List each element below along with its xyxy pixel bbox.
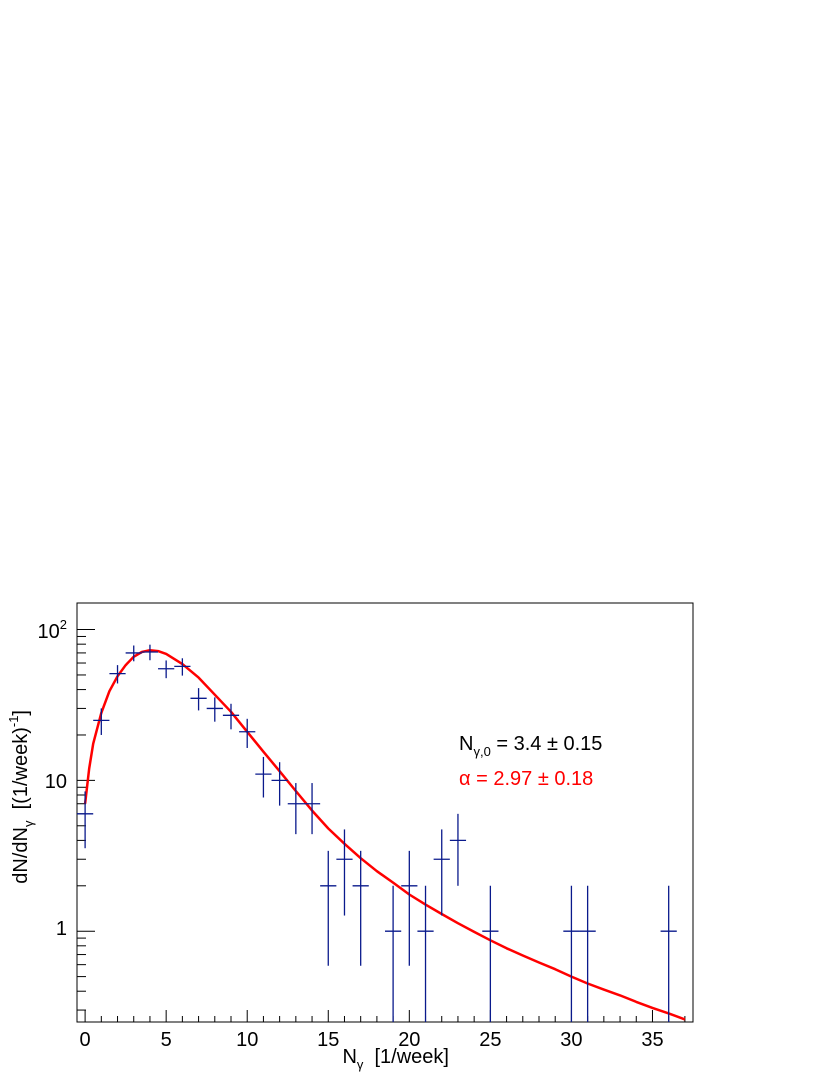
plot-frame — [76, 602, 694, 1023]
x-tick-label: 5 — [161, 1029, 172, 1051]
x-tick-label: 35 — [641, 1029, 663, 1051]
x-axis-title-base: N — [342, 1046, 356, 1068]
x-tick-label: 20 — [398, 1029, 420, 1051]
y-tick-label-10: 10 — [45, 771, 67, 793]
y-tick-label-100-base: 10 — [38, 621, 60, 643]
data-point — [563, 885, 580, 1022]
annotation-ngamma-sub: γ,0 — [473, 744, 490, 759]
annotation-alpha: α = 2.97 ± 0.18 — [459, 768, 593, 790]
x-tick-label: 30 — [560, 1029, 582, 1051]
data-layer — [77, 644, 677, 1022]
x-axis-title: Nγ [1/week] — [342, 1046, 449, 1072]
y-tick-label-100: 102 — [38, 617, 67, 643]
x-tick-label: 10 — [236, 1029, 258, 1051]
data-point — [158, 660, 175, 679]
y-axis-title-prefix: dN/dN — [10, 827, 32, 884]
data-point — [433, 829, 450, 916]
y-tick-label-100-exp: 2 — [60, 617, 67, 632]
y-axis-title-end: ] — [10, 710, 32, 716]
y-axis-title: dN/dNγ [(1/week)-1] — [6, 710, 36, 884]
data-point — [190, 688, 207, 711]
annotation-ngamma-text: = 3.4 ± 0.15 — [491, 733, 603, 755]
data-point — [206, 697, 223, 722]
data-point — [385, 885, 402, 1022]
y-axis-title-sup: -1 — [6, 716, 21, 728]
annotation-ngamma: Nγ,0 = 3.4 ± 0.15 — [459, 733, 602, 759]
data-point — [125, 645, 142, 662]
data-point — [174, 658, 191, 676]
data-point — [482, 885, 499, 1022]
data-point — [222, 703, 240, 730]
x-axis-title-sub: γ — [357, 1057, 364, 1072]
data-point — [449, 813, 467, 886]
annotation-ngamma-base: N — [459, 733, 473, 755]
fit-curve — [83, 648, 686, 1021]
x-axis-ticks: 0 5 10 15 20 25 30 35 — [80, 1010, 686, 1051]
data-point — [141, 644, 159, 661]
fit-layer — [83, 648, 686, 1021]
data-point — [320, 850, 337, 966]
data-point — [77, 791, 94, 849]
data-point — [417, 885, 434, 1022]
y-axis-title-mid: [(1/week) — [10, 727, 32, 820]
data-point — [271, 762, 288, 806]
data-point — [239, 718, 256, 748]
x-tick-label: 25 — [479, 1029, 501, 1051]
y-axis-title-sub: γ — [21, 820, 36, 827]
data-point — [352, 850, 369, 966]
data-point — [401, 850, 418, 966]
data-point — [660, 885, 677, 1022]
data-point — [579, 885, 596, 1022]
data-point — [303, 783, 321, 835]
data-point — [93, 708, 110, 735]
data-point — [109, 665, 126, 684]
data-point — [255, 756, 272, 798]
y-tick-label-1: 1 — [56, 918, 67, 940]
x-axis-title-rest: [1/week] — [363, 1046, 449, 1068]
data-point — [287, 783, 304, 835]
x-tick-label: 0 — [80, 1029, 91, 1051]
y-axis-ticks — [77, 629, 95, 1011]
data-point — [336, 829, 353, 916]
x-tick-label: 15 — [317, 1029, 339, 1051]
